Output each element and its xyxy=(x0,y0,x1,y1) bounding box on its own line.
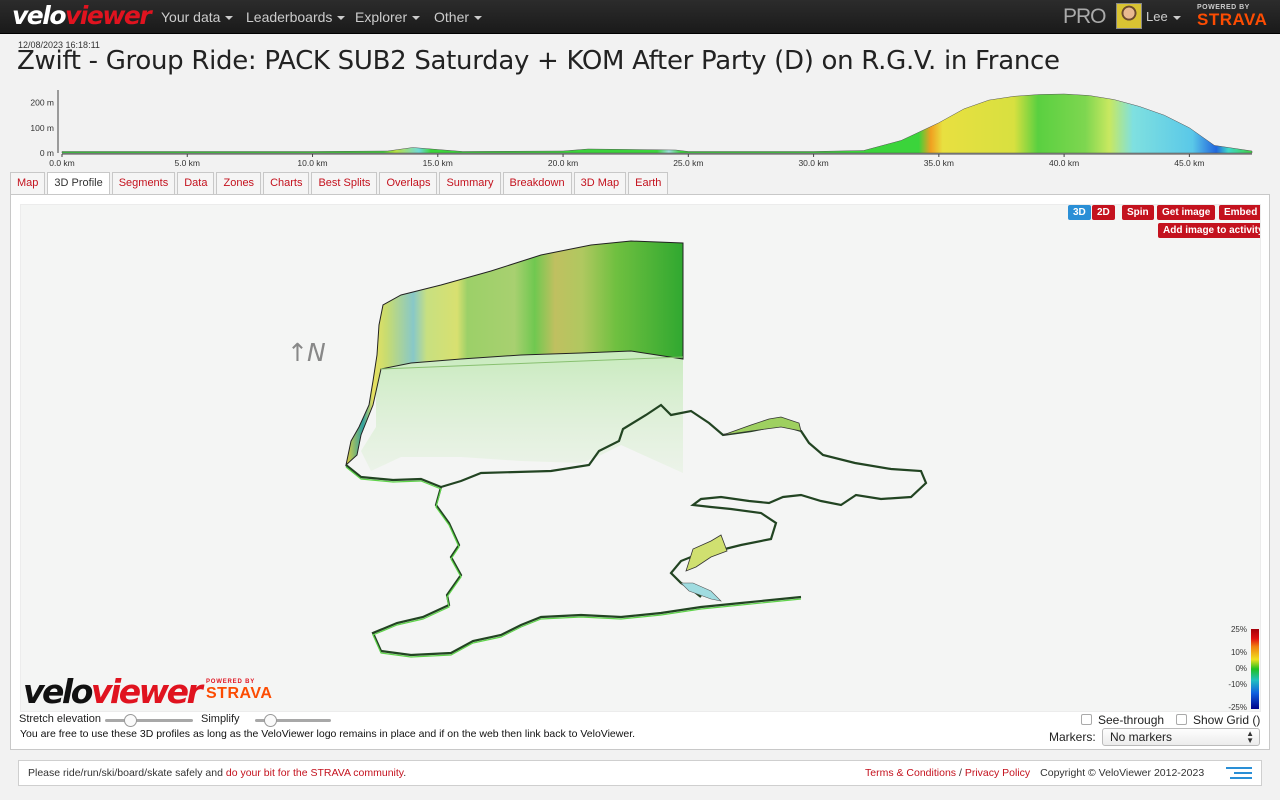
chevron-down-icon xyxy=(412,16,421,21)
route-wall-ne xyxy=(722,416,802,436)
tab-map[interactable]: Map xyxy=(10,172,46,194)
y-tick-label: 0 m xyxy=(40,148,54,158)
tab-breakdown[interactable]: Breakdown xyxy=(502,172,572,194)
profile-y-ticks: 0 m 100 m 200 m xyxy=(30,98,54,158)
x-tick-label: 45.0 km xyxy=(1174,158,1204,168)
3d-profile-panel: ↑N 3D 2D Spin Get image Embed Add image … xyxy=(10,194,1270,750)
tab-bar: Map 3D Profile Segments Data Zones Chart… xyxy=(10,172,669,195)
copyright-text: Copyright © VeloViewer 2012-2023 xyxy=(1040,767,1205,779)
stretch-elevation-label: Stretch elevation xyxy=(19,713,101,725)
page-title: Zwift - Group Ride: PACK SUB2 Saturday +… xyxy=(17,46,1060,76)
x-tick-label: 0.0 km xyxy=(49,158,75,168)
nav-other[interactable]: Other xyxy=(434,9,483,25)
markers-label: Markers: xyxy=(1049,730,1096,744)
route-wall-east-2 xyxy=(680,582,722,602)
3d-toggle-button[interactable]: 3D xyxy=(1068,205,1091,220)
usage-notice: You are free to use these 3D profiles as… xyxy=(20,728,636,740)
wall-bottom-edge xyxy=(380,356,684,370)
elevation-wall xyxy=(345,240,684,467)
veloviewer-watermark-logo: veloviewer xyxy=(23,672,203,711)
legend-label: 0% xyxy=(1235,664,1247,673)
profile-axes xyxy=(57,90,1252,155)
x-tick-label: 40.0 km xyxy=(1049,158,1079,168)
user-menu[interactable]: Lee xyxy=(1146,9,1181,24)
powered-by-strava-badge: POWERED BY STRAVA xyxy=(206,679,273,702)
add-image-to-activity-button[interactable]: Add image to activity xyxy=(1158,223,1260,238)
get-image-button[interactable]: Get image xyxy=(1157,205,1216,220)
y-tick-label: 100 m xyxy=(30,123,54,133)
x-tick-label: 35.0 km xyxy=(924,158,954,168)
tab-3d-map[interactable]: 3D Map xyxy=(573,172,627,194)
x-tick-label: 15.0 km xyxy=(423,158,453,168)
3d-viewport[interactable]: ↑N 3D 2D Spin Get image Embed Add image … xyxy=(20,204,1261,712)
chevron-down-icon xyxy=(474,16,483,21)
x-tick-label: 25.0 km xyxy=(673,158,703,168)
slider-thumb[interactable] xyxy=(123,714,137,727)
elevation-profile-chart[interactable]: 0.0 km 5.0 km 10.0 km 15.0 km 20.0 km 25.0 km… xyxy=(0,86,1280,172)
embed-button[interactable]: Embed xyxy=(1219,205,1260,220)
footer-links: Terms & Conditions / Privacy Policy Copyr… xyxy=(865,767,1205,779)
route-wall-east xyxy=(685,534,728,572)
terms-link[interactable]: Terms & Conditions xyxy=(865,767,957,779)
x-tick-label: 10.0 km xyxy=(297,158,327,168)
chevron-down-icon xyxy=(1172,15,1181,20)
wall-reflection xyxy=(361,345,683,473)
stretch-elevation-slider[interactable] xyxy=(105,714,193,727)
tab-summary[interactable]: Summary xyxy=(439,172,501,194)
tab-best-splits[interactable]: Best Splits xyxy=(311,172,378,194)
profile-area xyxy=(61,93,1253,154)
slider-thumb[interactable] xyxy=(264,714,278,727)
tab-3d-profile[interactable]: 3D Profile xyxy=(47,172,110,195)
legend-label: -25% xyxy=(1228,703,1247,712)
page-footer: Please ride/run/ski/board/skate safely a… xyxy=(18,760,1262,786)
tab-data[interactable]: Data xyxy=(177,172,215,194)
route-line xyxy=(345,464,802,657)
x-tick-label: 20.0 km xyxy=(548,158,578,168)
gradient-legend xyxy=(1251,629,1259,709)
tab-charts[interactable]: Charts xyxy=(263,172,310,194)
checkbox-box[interactable] xyxy=(1081,714,1092,725)
strava-community-link[interactable]: do your bit for the STRAVA community xyxy=(225,767,404,779)
activity-timestamp: 12/08/2023 16:18:11 xyxy=(18,40,100,50)
checkbox-box[interactable] xyxy=(1176,714,1187,725)
3d-route-scene[interactable] xyxy=(21,205,1261,712)
menu-stripes-icon[interactable] xyxy=(1226,765,1252,782)
show-grid-checkbox[interactable]: Show Grid () xyxy=(1176,713,1260,727)
2d-toggle-button[interactable]: 2D xyxy=(1092,205,1115,220)
legend-label: -10% xyxy=(1228,680,1247,689)
tab-earth[interactable]: Earth xyxy=(628,172,669,194)
pro-badge: PRO xyxy=(1063,5,1107,28)
veloviewer-logo[interactable]: veloviewer xyxy=(12,1,152,30)
simplify-slider[interactable] xyxy=(255,714,331,727)
route-highlight xyxy=(345,466,802,658)
nav-your-data[interactable]: Your data xyxy=(161,9,234,25)
x-tick-label: 5.0 km xyxy=(175,158,201,168)
select-arrows-icon: ▲ ▼ xyxy=(1246,729,1254,745)
route-line-loop xyxy=(440,403,928,598)
simplify-label: Simplify xyxy=(201,713,240,725)
chevron-down-icon xyxy=(337,16,346,21)
top-navbar: veloviewer Your data Leaderboards Explor… xyxy=(0,0,1280,34)
powered-by-strava-logo[interactable]: POWERED BY STRAVA xyxy=(1197,4,1268,29)
spin-button[interactable]: Spin xyxy=(1122,205,1154,220)
tab-zones[interactable]: Zones xyxy=(216,172,262,194)
legend-label: 10% xyxy=(1230,648,1247,657)
profile-x-ticks: 0.0 km 5.0 km 10.0 km 15.0 km 20.0 km 25.0 km… xyxy=(49,154,1204,168)
markers-select[interactable]: No markers ▲ ▼ xyxy=(1102,728,1260,746)
avatar[interactable] xyxy=(1116,3,1142,29)
nav-explorer[interactable]: Explorer xyxy=(355,9,421,25)
chevron-down-icon xyxy=(225,16,234,21)
see-through-checkbox[interactable]: See-through xyxy=(1081,713,1164,727)
nav-leaderboards[interactable]: Leaderboards xyxy=(246,9,346,25)
north-arrow-icon: ↑N xyxy=(287,338,326,367)
privacy-link[interactable]: Privacy Policy xyxy=(964,767,1031,779)
y-tick-label: 200 m xyxy=(30,98,54,108)
footer-safety-text: Please ride/run/ski/board/skate safely a… xyxy=(28,767,407,779)
tab-segments[interactable]: Segments xyxy=(111,172,176,194)
x-tick-label: 30.0 km xyxy=(798,158,828,168)
tab-overlaps[interactable]: Overlaps xyxy=(379,172,438,194)
legend-label: 25% xyxy=(1230,625,1247,634)
